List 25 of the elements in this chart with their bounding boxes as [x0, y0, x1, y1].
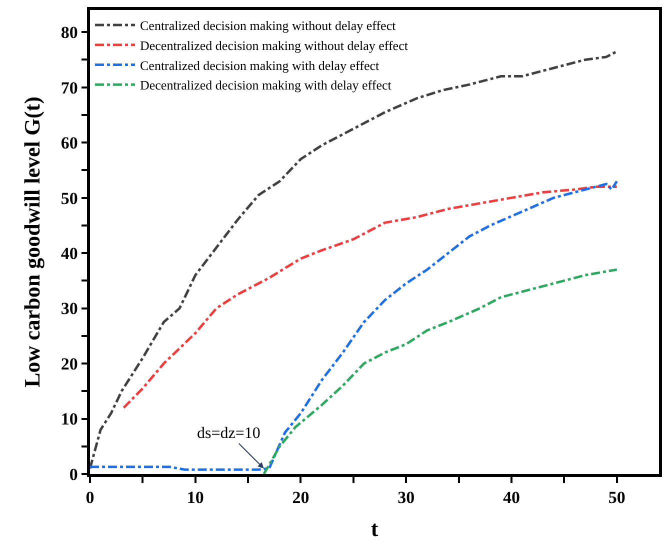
x-tick-label: 40: [502, 488, 520, 508]
y-tick-label: 50: [60, 188, 78, 208]
x-tick-label: 0: [86, 488, 94, 508]
y-axis-title: Low carbon goodwill level G(t): [20, 96, 45, 388]
y-tick-label: 60: [60, 134, 78, 153]
legend-label: Centralized decision making with delay effect: [140, 58, 380, 73]
y-tick-label: 10: [60, 410, 78, 429]
line-series: [122, 186, 618, 409]
y-tick-label: 70: [60, 78, 78, 98]
y-tick-label: 20: [60, 354, 78, 374]
x-tick-label: 20: [292, 488, 310, 508]
line-series: [90, 180, 618, 471]
x-tick-label: 10: [186, 488, 204, 508]
legend-label: Decentralized decision making without delay effect: [140, 38, 408, 53]
legend-label: Centralized decision making without delay effect: [140, 18, 396, 34]
x-axis-title: t: [370, 516, 379, 542]
y-tick-label: 40: [60, 244, 78, 263]
x-tick-label: 50: [608, 488, 626, 508]
annotation: ds=dz=10: [197, 425, 260, 442]
line-series: [262, 268, 618, 474]
legend-label: Decentralized decision making with delay effect: [140, 78, 392, 93]
y-tick-label: 0: [69, 464, 78, 484]
y-tick-label: 30: [60, 299, 78, 318]
x-tick-label: 30: [398, 488, 415, 508]
y-tick-label: 80: [60, 23, 78, 42]
